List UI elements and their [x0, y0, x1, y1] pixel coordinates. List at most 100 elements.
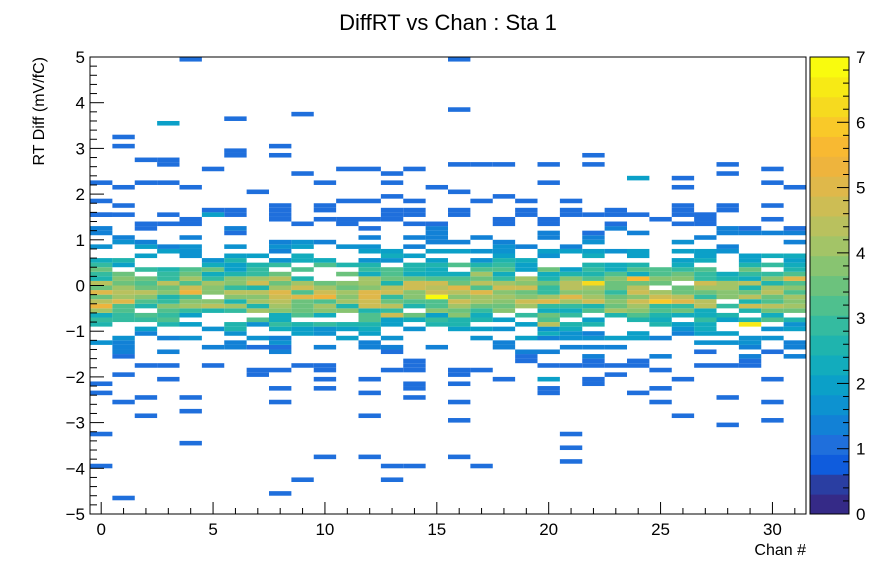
heatmap-cell — [246, 189, 270, 195]
heatmap-cell — [269, 317, 292, 323]
heatmap-cell — [313, 258, 337, 263]
heatmap-cell — [179, 395, 202, 400]
heatmap-cell — [246, 267, 270, 272]
heatmap-cell — [269, 216, 292, 222]
heatmap-cell — [448, 299, 471, 304]
heatmap-cell — [761, 335, 784, 341]
heatmap-cell — [582, 317, 605, 323]
heatmap-cell — [157, 299, 180, 304]
heatmap-cell — [313, 207, 337, 213]
heatmap-cell — [537, 303, 560, 309]
heatmap-cell — [269, 303, 292, 309]
heatmap-cell — [582, 239, 605, 245]
heatmap-cell — [157, 276, 180, 281]
heatmap-cell — [112, 312, 135, 318]
heatmap-cell — [112, 299, 135, 304]
heatmap-cell — [492, 303, 516, 309]
heatmap-cell — [716, 340, 739, 345]
heatmap-cell — [627, 290, 650, 295]
heatmap-cell — [515, 312, 538, 318]
heatmap-cell — [761, 399, 784, 405]
heatmap-cell — [470, 312, 493, 318]
heatmap-cell — [313, 367, 337, 373]
heatmap-cell — [403, 207, 426, 213]
heatmap-cell — [627, 262, 650, 268]
heatmap-cell — [604, 267, 628, 272]
heatmap-cell — [157, 212, 180, 217]
heatmap-cell — [358, 454, 381, 460]
heatmap-cell — [358, 235, 381, 240]
heatmap-cell — [537, 271, 560, 277]
heatmap-cell — [179, 290, 202, 295]
heatmap-cell — [649, 308, 672, 313]
heatmap-cell — [313, 262, 337, 268]
heatmap-cell — [448, 399, 471, 405]
heatmap-cell — [470, 258, 493, 263]
heatmap-cell — [582, 248, 605, 254]
heatmap-cell — [403, 285, 426, 291]
heatmap-cell — [291, 276, 314, 281]
heatmap-cell — [179, 57, 202, 62]
heatmap-cell — [492, 299, 516, 304]
heatmap-cell — [738, 226, 762, 231]
heatmap-cell — [738, 280, 762, 286]
heatmap-cell — [649, 317, 672, 323]
heatmap-cell — [134, 157, 158, 163]
heatmap-cell — [470, 162, 493, 167]
heatmap-cell — [783, 285, 807, 291]
heatmap-cell — [582, 344, 605, 350]
heatmap-cell — [694, 280, 717, 286]
heatmap-cell — [783, 184, 807, 190]
heatmap-cell — [90, 271, 113, 277]
heatmap-cell — [448, 308, 471, 313]
heatmap-cell — [358, 413, 381, 419]
heatmap-cell — [134, 331, 158, 336]
heatmap-cell — [313, 344, 337, 350]
heatmap-cell — [380, 285, 404, 291]
colorbar-segment — [810, 355, 849, 376]
heatmap-cell — [179, 248, 202, 254]
heatmap-cell — [291, 308, 314, 313]
heatmap-cell — [134, 244, 158, 249]
heatmap-cell — [694, 299, 717, 304]
heatmap-cell — [336, 290, 359, 295]
heatmap-cell — [403, 262, 426, 268]
heatmap-cell — [313, 331, 337, 336]
heatmap-cell — [627, 308, 650, 313]
heatmap-cell — [336, 244, 359, 249]
heatmap-cell — [134, 180, 158, 185]
heatmap-cell — [425, 317, 449, 323]
heatmap-cell — [738, 335, 762, 341]
heatmap-cell — [358, 166, 381, 172]
heatmap-cell — [761, 317, 784, 323]
heatmap-cell — [716, 294, 739, 300]
y-tick-label: −5 — [66, 505, 85, 524]
heatmap-cell — [336, 335, 359, 341]
heatmap-cell — [224, 230, 247, 236]
heatmap-cell — [179, 299, 202, 304]
heatmap-cell — [492, 194, 516, 199]
heatmap-cell — [515, 358, 538, 364]
heatmap-cell — [380, 253, 404, 259]
heatmap-cell — [358, 299, 381, 304]
heatmap-cell — [157, 312, 180, 318]
heatmap-cell — [224, 262, 247, 268]
heatmap-cell — [157, 221, 180, 227]
heatmap-cell — [515, 212, 538, 217]
heatmap-cell — [761, 418, 784, 423]
heatmap-cell — [380, 317, 404, 323]
heatmap-cell — [783, 280, 807, 286]
heatmap-cell — [291, 294, 314, 300]
heatmap-cell — [492, 239, 516, 245]
heatmap-cell — [627, 285, 650, 291]
heatmap-cell — [582, 235, 605, 240]
heatmap-cell — [671, 239, 695, 245]
heatmap-cell — [201, 299, 225, 304]
heatmap-cell — [403, 244, 426, 249]
heatmap-cell — [157, 308, 180, 313]
heatmap-cell — [358, 344, 381, 350]
heatmap-cell — [269, 386, 292, 391]
y-tick-label: 2 — [76, 185, 85, 204]
heatmap-cell — [313, 280, 337, 286]
heatmap-cell — [90, 431, 113, 437]
